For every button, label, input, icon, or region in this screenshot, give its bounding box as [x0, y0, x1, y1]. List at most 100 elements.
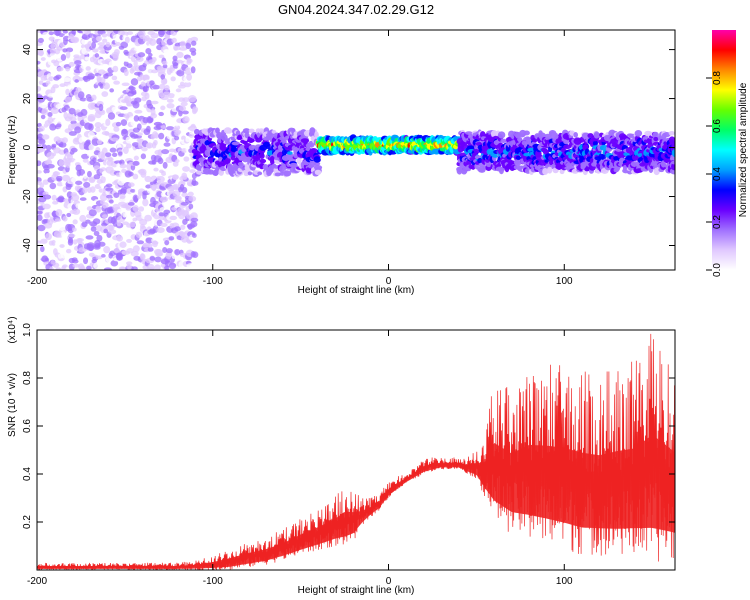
heatmap-cell — [133, 115, 140, 122]
heatmap-cell — [52, 224, 59, 230]
heatmap-cell — [78, 77, 84, 82]
heatmap-cell — [116, 234, 121, 242]
heatmap-cell — [105, 183, 113, 188]
heatmap-cell — [154, 95, 160, 102]
heatmap-cell — [132, 160, 140, 166]
heatmap-cell — [42, 31, 50, 37]
heatmap-cell — [61, 180, 67, 186]
heatmap-cell — [111, 75, 118, 81]
heatmap-cell — [225, 157, 231, 163]
snr-frame — [36, 329, 676, 571]
heatmap-cell — [155, 249, 164, 257]
heatmap-cell — [100, 76, 106, 84]
heatmap-cell — [144, 92, 150, 100]
heatmap-cell — [49, 47, 56, 54]
heatmap-cell — [164, 240, 170, 246]
heatmap-cell — [79, 265, 86, 270]
heatmap-cell — [158, 212, 166, 217]
heatmap-cell — [83, 201, 91, 207]
heatmap-cell — [154, 264, 161, 270]
heatmap-cell — [181, 175, 188, 181]
heatmap-cell — [313, 164, 323, 171]
heatmap-cell — [563, 140, 570, 145]
heatmap-cell — [190, 66, 196, 74]
heatmap-cell — [41, 134, 50, 140]
heatmap-cell — [175, 88, 182, 93]
heatmap-cell — [168, 236, 175, 241]
heatmap-cell — [49, 266, 54, 270]
heatmap-cell — [91, 94, 97, 101]
heatmap-cell — [144, 175, 152, 183]
heatmap-cell — [83, 257, 89, 265]
heatmap-cell — [63, 198, 69, 203]
heatmap-cell — [125, 143, 132, 149]
heatmap-cell — [37, 95, 46, 103]
heatmap-cell — [162, 64, 168, 69]
heatmap-cell — [573, 132, 579, 138]
heatmap-cell — [150, 32, 159, 39]
x-tick-label: -100 — [203, 576, 223, 587]
heatmap-cell — [136, 123, 142, 131]
colorbar-tick-label: 0.6 — [712, 119, 723, 133]
heatmap-cell — [68, 131, 77, 136]
heatmap-cell — [190, 51, 197, 56]
heatmap-cell — [85, 66, 91, 71]
snr-x-ticks: -200 -100 0 100 — [27, 330, 573, 587]
heatmap-cell — [124, 211, 131, 218]
heatmap-cell — [69, 116, 77, 122]
snr-x-axis-label: Height of straight line (km) — [298, 585, 415, 596]
heatmap-cell — [581, 132, 591, 140]
heatmap-cell — [94, 53, 100, 58]
heatmap-cell — [140, 23, 146, 27]
heatmap-cell — [94, 87, 102, 93]
heatmap-cell — [104, 131, 110, 136]
heatmap-cell — [158, 54, 165, 59]
heatmap-cell — [287, 151, 293, 155]
heatmap-cell — [47, 93, 55, 98]
y-tick-label: -20 — [22, 189, 33, 204]
heatmap-cell — [167, 93, 175, 99]
heatmap-cell — [125, 136, 134, 144]
heatmap-cell — [157, 157, 164, 165]
heatmap-cell — [145, 142, 154, 149]
heatmap-cell — [247, 171, 253, 176]
heatmap-cell — [44, 172, 51, 179]
heatmap-cell — [38, 125, 45, 132]
heatmap-cell — [131, 22, 138, 29]
heatmap-cell — [191, 178, 197, 186]
heatmap-cell — [92, 48, 99, 53]
heatmap-cell — [179, 40, 187, 48]
heatmap-cell — [74, 126, 82, 134]
heatmap-cell — [182, 166, 190, 172]
heatmap-cell — [257, 171, 263, 176]
heatmap-cell — [146, 115, 153, 124]
heatmap-cell — [95, 206, 101, 211]
heatmap-cell — [166, 103, 175, 109]
heatmap-cell — [172, 55, 178, 61]
heatmap-cell — [148, 266, 155, 270]
y-tick-label: 0.6 — [22, 419, 33, 433]
heatmap-cell — [150, 171, 157, 176]
y-tick-label: 0 — [22, 144, 33, 150]
heatmap-cell — [39, 183, 45, 188]
heatmap-cell — [151, 69, 158, 74]
heatmap-cell — [113, 80, 120, 85]
snr-y-scale-label: (x10⁴) — [7, 316, 18, 343]
heatmap-cell — [83, 181, 91, 188]
heatmap-cell — [182, 110, 189, 115]
heatmap-cell — [47, 24, 52, 28]
heatmap-cell — [113, 192, 120, 198]
heatmap-cell — [149, 256, 156, 261]
heatmap-cell — [120, 41, 129, 49]
heatmap-cell — [180, 224, 186, 230]
heatmap-cell — [37, 170, 42, 174]
heatmap-cell — [140, 171, 147, 178]
heatmap-cell — [65, 66, 71, 72]
heatmap-cell — [152, 240, 158, 248]
heatmap-cell — [79, 197, 87, 201]
snr-y-ticks: 0.2 0.4 0.6 0.8 1.0 — [22, 323, 675, 529]
heatmap-cell — [105, 127, 115, 132]
heatmap-cell — [158, 30, 165, 38]
heatmap-cell — [105, 41, 111, 48]
heatmap-cell — [95, 35, 103, 42]
